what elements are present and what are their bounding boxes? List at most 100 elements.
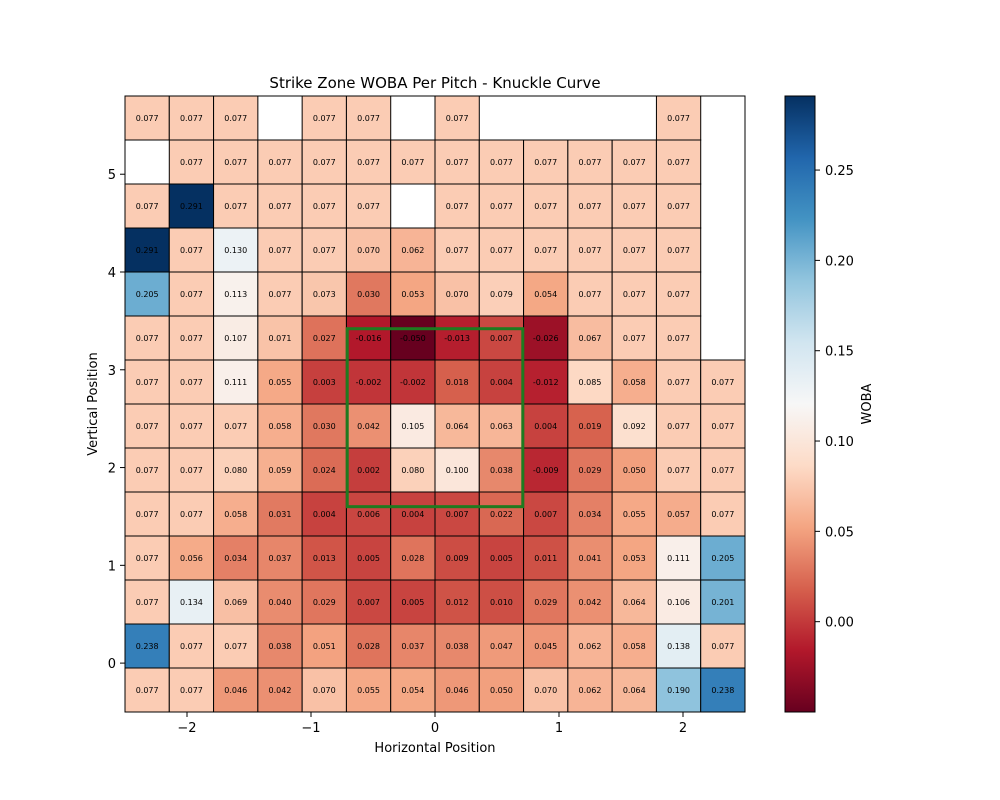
cell-value-label: 0.077 bbox=[446, 114, 469, 123]
cell-value-label: 0.034 bbox=[579, 510, 602, 519]
heatmap-cell bbox=[168, 271, 215, 317]
heatmap-cell bbox=[168, 579, 215, 625]
cell-value-label: 0.077 bbox=[136, 554, 159, 563]
cell-value-label: 0.100 bbox=[446, 466, 469, 475]
cell-value-label: 0.077 bbox=[357, 114, 380, 123]
cell-value-label: 0.038 bbox=[269, 642, 292, 651]
x-tick-label: 0 bbox=[431, 721, 439, 736]
cell-value-label: 0.077 bbox=[667, 378, 690, 387]
cell-value-label: 0.077 bbox=[180, 158, 203, 167]
heatmap-cell bbox=[700, 359, 746, 405]
cell-value-label: 0.077 bbox=[667, 466, 690, 475]
cell-value-label: 0.004 bbox=[401, 510, 424, 519]
heatmap-cell bbox=[257, 403, 303, 449]
cell-value-label: 0.012 bbox=[446, 598, 469, 607]
heatmap-cell bbox=[611, 447, 657, 493]
heatmap-cell bbox=[434, 227, 480, 273]
cell-value-label: 0.077 bbox=[490, 202, 513, 211]
cell-value-label: 0.046 bbox=[224, 686, 247, 695]
heatmap-cell bbox=[301, 403, 347, 449]
heatmap-cell bbox=[478, 535, 525, 581]
cell-value-label: 0.077 bbox=[136, 114, 159, 123]
cell-value-label: 0.053 bbox=[401, 290, 424, 299]
cell-value-label: 0.077 bbox=[136, 510, 159, 519]
y-tick-label: 5 bbox=[108, 168, 116, 183]
heatmap-cell bbox=[567, 667, 613, 713]
heatmap-cell bbox=[257, 491, 303, 537]
cell-value-label: 0.027 bbox=[313, 334, 336, 343]
cell-value-label: 0.028 bbox=[401, 554, 424, 563]
cell-value-label: 0.077 bbox=[623, 202, 646, 211]
heatmap-cell bbox=[390, 315, 436, 361]
cell-value-label: -0.002 bbox=[356, 378, 382, 387]
cell-value-label: 0.077 bbox=[224, 114, 247, 123]
chart-title: Strike Zone WOBA Per Pitch - Knuckle Cur… bbox=[269, 74, 600, 92]
cell-value-label: 0.005 bbox=[401, 598, 424, 607]
cell-value-label: 0.077 bbox=[180, 642, 203, 651]
cell-value-label: -0.013 bbox=[444, 334, 470, 343]
heatmap-cell bbox=[257, 139, 303, 185]
heatmap-cell bbox=[434, 535, 480, 581]
heatmap-cell bbox=[655, 139, 702, 185]
heatmap-cell bbox=[434, 139, 480, 185]
cell-value-label: 0.077 bbox=[490, 246, 513, 255]
cell-value-label: 0.046 bbox=[446, 686, 469, 695]
heatmap-cell bbox=[523, 139, 569, 185]
cell-value-label: 0.077 bbox=[623, 246, 646, 255]
cell-value-label: 0.077 bbox=[711, 466, 734, 475]
heatmap-cell bbox=[390, 579, 436, 625]
colorbar bbox=[784, 95, 816, 713]
cell-value-label: 0.077 bbox=[579, 290, 602, 299]
cell-value-label: -0.016 bbox=[356, 334, 382, 343]
heatmap-cell bbox=[434, 359, 480, 405]
heatmap-cell bbox=[390, 491, 436, 537]
heatmap-cell bbox=[523, 447, 569, 493]
cell-value-label: 0.059 bbox=[269, 466, 292, 475]
cell-value-label: 0.003 bbox=[313, 378, 336, 387]
cell-value-label: 0.106 bbox=[667, 598, 690, 607]
y-tick-label: 0 bbox=[108, 657, 116, 672]
cell-value-label: 0.113 bbox=[224, 290, 247, 299]
cell-value-label: 0.064 bbox=[623, 598, 646, 607]
cell-value-label: 0.007 bbox=[534, 510, 557, 519]
cell-value-label: 0.053 bbox=[623, 554, 646, 563]
heatmap-cell bbox=[700, 403, 746, 449]
cell-value-label: 0.238 bbox=[711, 686, 734, 695]
y-tick-label: 2 bbox=[108, 462, 116, 477]
heatmap-cell bbox=[523, 579, 569, 625]
heatmap-cell bbox=[257, 271, 303, 317]
cell-value-label: 0.067 bbox=[579, 334, 602, 343]
heatmap-cell bbox=[124, 183, 170, 229]
heatmap-cell bbox=[213, 579, 259, 625]
heatmap-cell bbox=[700, 667, 746, 713]
heatmap-cell bbox=[345, 271, 392, 317]
cell-value-label: 0.077 bbox=[136, 466, 159, 475]
heatmap-cell bbox=[213, 491, 259, 537]
heatmap-cell bbox=[124, 623, 170, 669]
heatmap-cell bbox=[567, 183, 613, 229]
cell-value-label: 0.058 bbox=[224, 510, 247, 519]
colorbar-label: WOBA bbox=[860, 383, 875, 424]
cell-value-label: 0.077 bbox=[623, 334, 646, 343]
cell-value-label: 0.077 bbox=[313, 202, 336, 211]
heatmap-cell bbox=[345, 535, 392, 581]
heatmap-cell bbox=[611, 623, 657, 669]
cell-value-label: 0.028 bbox=[357, 642, 380, 651]
heatmap-cell bbox=[390, 139, 436, 185]
cell-value-label: 0.064 bbox=[623, 686, 646, 695]
cell-value-label: 0.077 bbox=[136, 334, 159, 343]
cell-value-label: 0.002 bbox=[357, 466, 380, 475]
cell-value-label: 0.077 bbox=[136, 378, 159, 387]
heatmap-cell bbox=[301, 271, 347, 317]
cell-value-label: 0.077 bbox=[136, 686, 159, 695]
cell-value-label: 0.077 bbox=[446, 158, 469, 167]
heatmap-cell bbox=[478, 183, 525, 229]
cell-value-label: 0.077 bbox=[180, 422, 203, 431]
heatmap-cell bbox=[611, 579, 657, 625]
cell-value-label: 0.077 bbox=[224, 158, 247, 167]
cell-value-label: 0.077 bbox=[667, 114, 690, 123]
heatmap-cell bbox=[390, 271, 436, 317]
cell-value-label: 0.077 bbox=[534, 202, 557, 211]
cell-value-label: 0.009 bbox=[446, 554, 469, 563]
heatmap-cell bbox=[655, 359, 702, 405]
